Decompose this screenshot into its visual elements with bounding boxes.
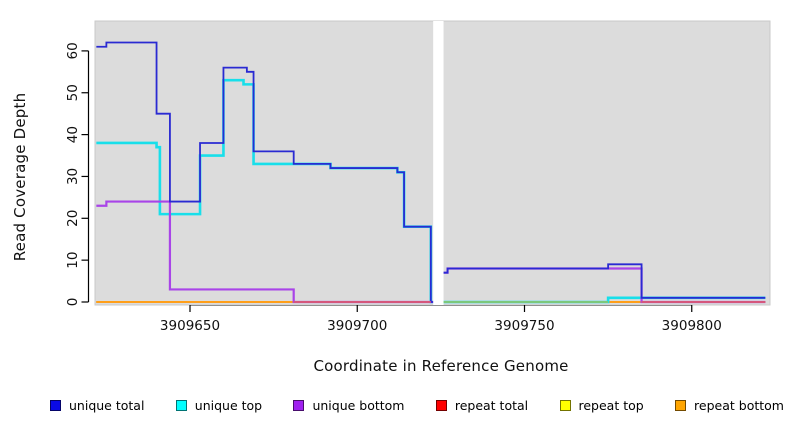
legend-item-repeat-bottom: repeat bottom	[675, 398, 784, 413]
x-axis-label: Coordinate in Reference Genome	[313, 357, 569, 375]
x-tick-label: 3909650	[160, 318, 220, 334]
y-tick-label: 20	[65, 210, 81, 227]
legend-item-repeat-total: repeat total	[435, 398, 529, 413]
legend-swatch-icon	[435, 400, 447, 411]
legend-swatch-icon	[675, 400, 687, 411]
y-tick-label: 60	[65, 42, 81, 59]
data-gap-band	[433, 21, 444, 305]
legend-label: repeat bottom	[694, 398, 784, 413]
legend-item-unique-total: unique total	[50, 398, 144, 413]
legend-item-repeat-top: repeat top	[559, 398, 644, 413]
legend-label: unique top	[194, 398, 263, 413]
x-tick-label: 3909800	[662, 318, 722, 334]
y-tick-label: 40	[65, 126, 81, 143]
legend-label: repeat total	[454, 398, 529, 413]
legend-item-unique-top: unique top	[175, 398, 263, 413]
legend-swatch-icon	[50, 400, 61, 411]
plot-background	[94, 20, 771, 306]
x-tick-label: 3909750	[494, 318, 554, 334]
y-tick-label: 30	[65, 168, 81, 185]
x-tick-label: 3909700	[327, 318, 387, 334]
legend-swatch-icon	[559, 400, 571, 411]
y-tick-label: 50	[65, 84, 81, 101]
legend-swatch-icon	[175, 400, 187, 411]
y-tick-label: 0	[65, 298, 81, 307]
y-tick-label: 10	[65, 252, 81, 269]
legend: unique total unique top unique bottom repea…	[50, 398, 784, 413]
y-axis-label: Read Coverage Depth	[11, 92, 29, 262]
legend-item-unique-bottom: unique bottom	[293, 398, 405, 413]
series-line-unique-total	[96, 41, 766, 303]
legend-label: unique total	[69, 398, 145, 413]
legend-label: unique bottom	[312, 398, 405, 413]
legend-label: repeat top	[578, 398, 644, 413]
legend-swatch-icon	[293, 400, 305, 411]
